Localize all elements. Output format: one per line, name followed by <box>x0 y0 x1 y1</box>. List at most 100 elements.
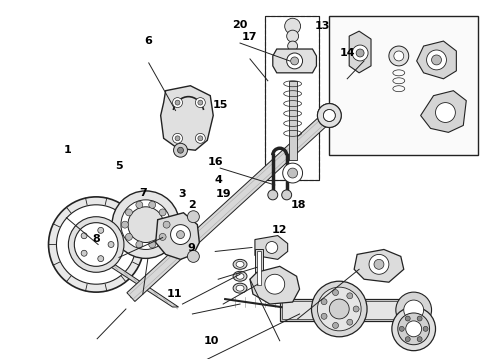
Text: 12: 12 <box>271 225 287 235</box>
Polygon shape <box>416 41 456 79</box>
Circle shape <box>81 250 87 256</box>
Circle shape <box>122 221 128 228</box>
Circle shape <box>392 307 436 351</box>
Polygon shape <box>127 111 333 301</box>
Circle shape <box>196 98 205 108</box>
Text: 20: 20 <box>232 19 248 30</box>
Text: 7: 7 <box>139 188 147 198</box>
Bar <box>280 299 418 321</box>
Circle shape <box>353 306 359 312</box>
Text: 14: 14 <box>339 48 355 58</box>
Circle shape <box>398 313 430 345</box>
Circle shape <box>265 274 285 294</box>
Bar <box>265 16 319 180</box>
Circle shape <box>347 293 353 299</box>
Circle shape <box>323 109 335 121</box>
Polygon shape <box>161 86 213 150</box>
Circle shape <box>196 133 205 143</box>
Circle shape <box>352 45 368 61</box>
Ellipse shape <box>233 283 247 293</box>
Circle shape <box>125 233 132 240</box>
Bar <box>282 301 416 319</box>
Circle shape <box>291 57 298 65</box>
Ellipse shape <box>236 261 244 267</box>
Polygon shape <box>354 249 404 282</box>
Circle shape <box>318 104 341 127</box>
Text: 11: 11 <box>167 289 182 299</box>
Circle shape <box>312 281 367 337</box>
Circle shape <box>172 98 182 108</box>
Circle shape <box>369 255 389 274</box>
Circle shape <box>198 136 203 141</box>
Circle shape <box>173 143 188 157</box>
Circle shape <box>417 337 422 342</box>
Circle shape <box>159 233 166 240</box>
Circle shape <box>288 168 297 178</box>
Circle shape <box>318 104 341 127</box>
Circle shape <box>321 313 327 319</box>
Circle shape <box>125 209 132 216</box>
Polygon shape <box>349 31 371 73</box>
Circle shape <box>288 41 297 51</box>
Bar <box>329 16 478 155</box>
Circle shape <box>175 136 180 141</box>
Circle shape <box>176 231 184 239</box>
Text: 2: 2 <box>188 200 196 210</box>
Circle shape <box>347 319 353 325</box>
Bar <box>289 81 296 160</box>
Circle shape <box>163 221 170 228</box>
Circle shape <box>136 201 143 208</box>
Circle shape <box>396 292 432 328</box>
Circle shape <box>128 207 164 243</box>
Circle shape <box>177 147 183 153</box>
Bar <box>257 251 261 285</box>
Circle shape <box>289 52 296 60</box>
Text: 16: 16 <box>208 157 223 167</box>
Circle shape <box>404 300 424 320</box>
Circle shape <box>112 191 179 258</box>
Circle shape <box>423 327 428 331</box>
Text: 1: 1 <box>64 145 72 155</box>
Ellipse shape <box>233 260 247 269</box>
Circle shape <box>405 337 410 342</box>
Circle shape <box>69 217 124 272</box>
Text: 9: 9 <box>188 243 196 253</box>
Text: 17: 17 <box>242 32 258 42</box>
Circle shape <box>356 49 364 57</box>
Circle shape <box>394 51 404 61</box>
Ellipse shape <box>233 271 247 281</box>
Circle shape <box>56 205 136 284</box>
Circle shape <box>333 289 339 296</box>
Circle shape <box>405 316 410 321</box>
Circle shape <box>175 100 180 105</box>
Polygon shape <box>273 49 317 73</box>
Circle shape <box>198 100 203 105</box>
Circle shape <box>329 299 349 319</box>
Polygon shape <box>250 266 299 304</box>
Circle shape <box>323 109 335 121</box>
Polygon shape <box>255 235 288 260</box>
Circle shape <box>172 133 182 143</box>
Circle shape <box>389 46 409 66</box>
Circle shape <box>74 223 118 266</box>
Circle shape <box>406 321 421 337</box>
Circle shape <box>149 241 156 248</box>
Bar <box>265 16 319 180</box>
Circle shape <box>149 201 156 208</box>
Circle shape <box>136 241 143 248</box>
Circle shape <box>98 228 104 233</box>
Ellipse shape <box>236 285 244 291</box>
Polygon shape <box>102 261 178 307</box>
Circle shape <box>283 163 302 183</box>
Polygon shape <box>156 213 199 260</box>
Circle shape <box>333 323 339 328</box>
Circle shape <box>159 209 166 216</box>
Circle shape <box>417 316 422 321</box>
Polygon shape <box>420 91 466 132</box>
Circle shape <box>282 190 292 200</box>
Text: 10: 10 <box>203 336 219 346</box>
Circle shape <box>287 30 298 42</box>
Text: 3: 3 <box>178 189 186 199</box>
Circle shape <box>188 211 199 223</box>
Circle shape <box>121 200 171 249</box>
